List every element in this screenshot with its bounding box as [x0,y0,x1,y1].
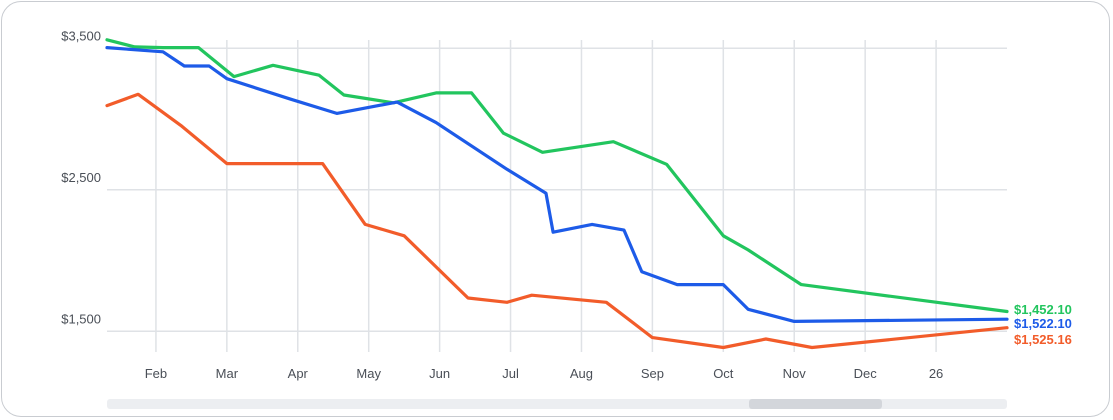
series-line-2 [105,92,1009,350]
x-tick-label: Sep [641,366,664,381]
grid-lines [107,40,1007,352]
x-tick-label: May [356,366,381,381]
series-line-1 [105,45,1009,323]
y-tick-label: $2,500 [61,170,101,185]
series-end-label-0: $1,452.10 [1014,302,1072,317]
y-tick-label: $3,500 [61,28,101,43]
x-tick-label: Oct [713,366,734,381]
x-tick-label: Jul [502,366,519,381]
series-line-0 [105,38,1009,314]
x-tick-label: Apr [288,366,309,381]
x-tick-label: Nov [783,366,807,381]
x-tick-label: Aug [570,366,593,381]
x-tick-label: Feb [145,366,167,381]
y-tick-label: $1,500 [61,311,101,326]
x-tick-label: Dec [854,366,878,381]
series-lines [105,38,1009,350]
x-tick-label: Jun [429,366,450,381]
horizontal-scrollbar-track[interactable] [107,399,1007,409]
series-end-label-1: $1,522.10 [1014,316,1072,331]
x-tick-label: 26 [929,366,943,381]
horizontal-scrollbar-thumb[interactable] [749,399,882,409]
y-axis: $3,500 $2,500 $1,500 [61,28,101,326]
x-axis: Feb Mar Apr May Jun Jul Aug Sep Oct Nov Dec 26 [145,366,944,381]
x-tick-label: Mar [216,366,239,381]
series-end-labels: $1,452.10$1,522.10$1,525.16 [1014,302,1072,347]
series-end-label-2: $1,525.16 [1014,332,1072,347]
